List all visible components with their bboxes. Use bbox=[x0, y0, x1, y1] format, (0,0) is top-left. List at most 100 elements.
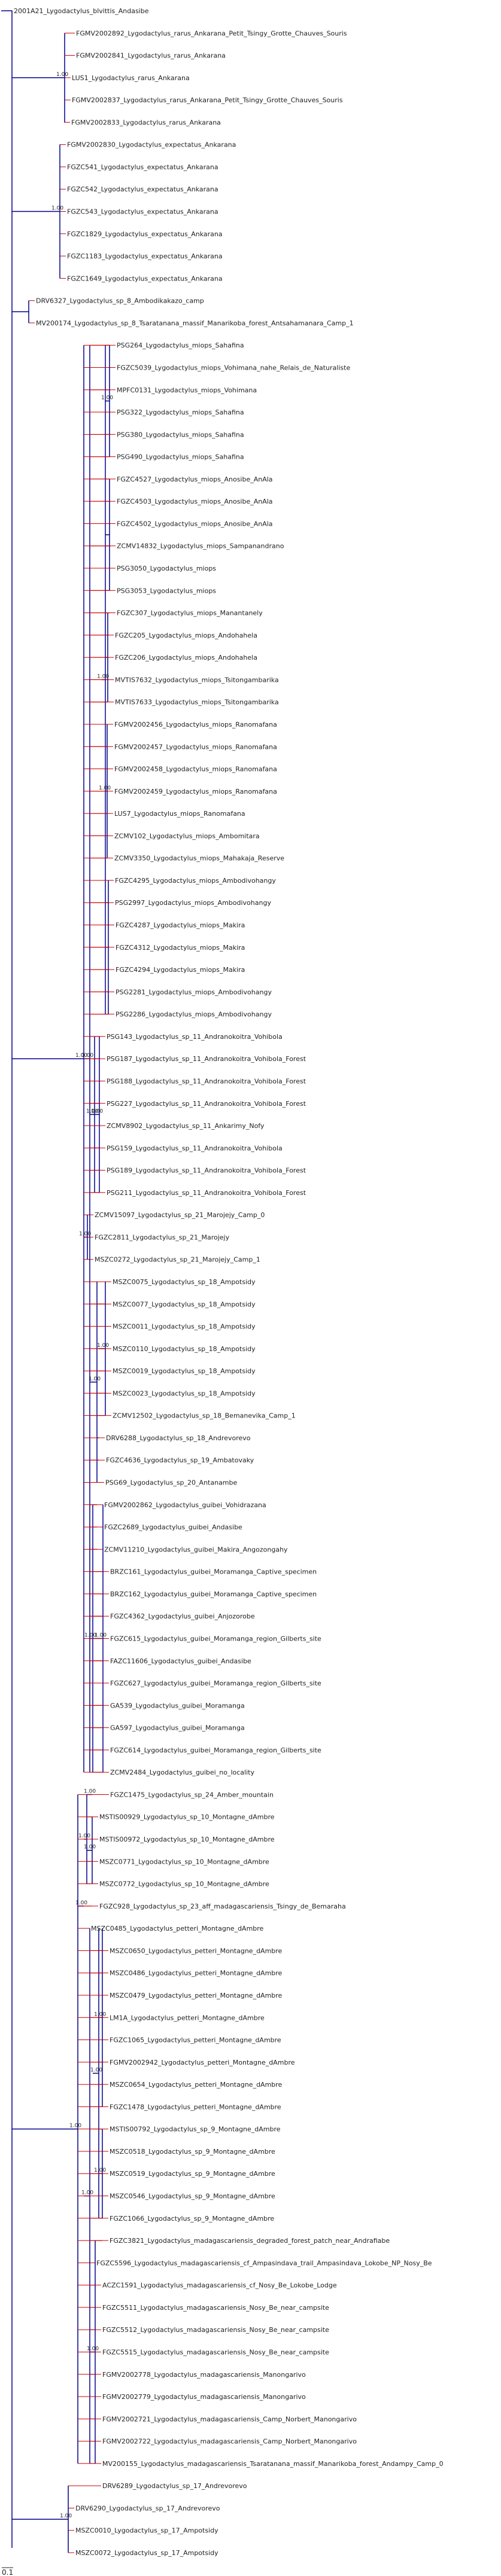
support-value: 1.00 bbox=[91, 1108, 103, 1114]
tip-label: MSZC0011_Lygodactylus_sp_18_Ampotsidy bbox=[113, 1323, 256, 1331]
tip-label: BRZC162_Lygodactylus_guibei_Moramanga_Ca… bbox=[110, 1590, 317, 1598]
tip-label: MSTIS00972_Lygodactylus_sp_10_Montagne_d… bbox=[99, 1836, 275, 1843]
tip-label: FGZC4294_Lygodactylus_miops_Makira bbox=[116, 966, 245, 974]
tip-label: FGMV2002722_Lygodactylus_madagascariensi… bbox=[102, 2438, 357, 2446]
tip-label: PSG264_Lygodactylus_miops_Sahafina bbox=[117, 342, 244, 349]
tip-label: MSTIS00792_Lygodactylus_sp_9_Montagne_dA… bbox=[110, 2126, 281, 2133]
tip-label: MSZC0075_Lygodactylus_sp_18_Ampotsidy bbox=[113, 1278, 256, 1286]
tip-label: FGZC5515_Lygodactylus_madagascariensis_N… bbox=[102, 2348, 329, 2356]
tip-label: MVTIS7632_Lygodactylus_miops_Tsitongamba… bbox=[115, 676, 279, 684]
support-values: 1.001.001.001.001.001.001.001.001.001.00… bbox=[51, 72, 113, 2519]
tip-label: FGZC1183_Lygodactylus_expectatus_Ankaran… bbox=[67, 252, 223, 260]
tip-label: FGZC4636_Lygodactylus_sp_19_Ambatovaky bbox=[106, 1456, 254, 1464]
tip-label: ZCMV12502_Lygodactylus_sp_18_Bemanevika_… bbox=[113, 1412, 296, 1420]
tip-label: FGZC1829_Lygodactylus_expectatus_Ankaran… bbox=[67, 230, 223, 238]
tip-label: MSZC0479_Lygodactylus_petteri_Montagne_d… bbox=[110, 1992, 283, 1999]
tip-label: LM1A_Lygodactylus_petteri_Montagne_dAmbr… bbox=[110, 2014, 265, 2022]
tip-label: FGZC3821_Lygodactylus_madagascariensis_d… bbox=[110, 2237, 390, 2245]
tip-label: MSZC0485_Lygodactylus_petteri_Montagne_d… bbox=[91, 1925, 264, 1932]
tip-label: FGZC542_Lygodactylus_expectatus_Ankarana bbox=[67, 185, 218, 193]
tip-label: PSG2281_Lygodactylus_miops_Ambodivohangy bbox=[116, 988, 272, 996]
tip-label: MSZC0519_Lygodactylus_sp_9_Montagne_dAmb… bbox=[110, 2170, 275, 2178]
tip-label: FGZC614_Lygodactylus_guibei_Moramanga_re… bbox=[110, 1746, 321, 1754]
tip-label: FGMV2002833_Lygodactylus_rarus_Ankarana bbox=[71, 118, 221, 126]
tip-label: FGZC4527_Lygodactylus_miops_Anosibe_AnAl… bbox=[117, 475, 273, 483]
support-value: 1.00 bbox=[87, 2346, 99, 2352]
tree-branches bbox=[1, 10, 116, 2553]
tip-label: PSG143_Lygodactylus_sp_11_Andranokoitra_… bbox=[107, 1033, 283, 1041]
tip-label: ZCMV11210_Lygodactylus_guibei_Makira_Ang… bbox=[104, 1545, 288, 1553]
tip-label: FGZC615_Lygodactylus_guibei_Moramanga_re… bbox=[110, 1635, 321, 1642]
tip-label: MSZC0771_Lygodactylus_sp_10_Montagne_dAm… bbox=[99, 1858, 269, 1865]
tip-label: PSG322_Lygodactylus_miops_Sahafina bbox=[117, 408, 244, 416]
tip-label: GA539_Lygodactylus_guibei_Moramanga bbox=[110, 1702, 245, 1709]
tip-label: FGMV2002456_Lygodactylus_miops_Ranomafan… bbox=[114, 721, 277, 728]
support-value: 1.00 bbox=[79, 1231, 91, 1237]
support-value: 1.00 bbox=[95, 1632, 107, 1638]
tip-label: PSG159_Lygodactylus_sp_11_Andranokoitra_… bbox=[107, 1144, 283, 1152]
tip-label: ZCMV3350_Lygodactylus_miops_Mahakaja_Res… bbox=[114, 855, 284, 862]
tip-label: MVTIS7633_Lygodactylus_miops_Tsitongamba… bbox=[115, 699, 279, 706]
tip-label: MSZC0019_Lygodactylus_sp_18_Ampotsidy bbox=[113, 1367, 256, 1375]
support-value: 1.00 bbox=[99, 785, 111, 791]
tip-label: ACZC1591_Lygodactylus_madagascariensis_c… bbox=[102, 2282, 337, 2290]
tip-label: FAZC11606_Lygodactylus_guibei_Andasibe bbox=[110, 1657, 251, 1665]
support-value: 1.00 bbox=[75, 1900, 87, 1906]
support-value: 1.00 bbox=[84, 1788, 96, 1794]
tip-label: ZCMV2484_Lygodactylus_guibei_no_locality bbox=[110, 1769, 254, 1776]
tip-label: FGZC206_Lygodactylus_miops_Andohahela bbox=[115, 654, 257, 661]
tip-label: PSG189_Lygodactylus_sp_11_Andranokoitra_… bbox=[107, 1167, 306, 1175]
tip-label: MSZC0546_Lygodactylus_sp_9_Montagne_dAmb… bbox=[110, 2193, 275, 2200]
tip-label: FGZC1475_Lygodactylus_sp_24_Amber_mounta… bbox=[110, 1791, 274, 1798]
support-value: 1.00 bbox=[81, 2190, 93, 2196]
tip-label: FGZC928_Lygodactylus_sp_23_aff_madagasca… bbox=[99, 1903, 346, 1910]
tip-label: ZCMV14832_Lygodactylus_miops_Sampanandra… bbox=[117, 542, 284, 550]
tip-label: FGMV2002841_Lygodactylus_rarus_Ankarana bbox=[76, 52, 226, 60]
tip-label: FGZC4295_Lygodactylus_miops_Ambodivohang… bbox=[115, 877, 276, 885]
tip-label: MPFC0131_Lygodactylus_miops_Vohimana bbox=[117, 386, 257, 394]
tip-label: FGZC307_Lygodactylus_miops_Manantanely bbox=[117, 609, 263, 617]
tip-label: 2001A21_Lygodactylus_blvittis_Andasibe bbox=[14, 7, 149, 15]
tip-label: FGMV2002458_Lygodactylus_miops_Ranomafan… bbox=[114, 766, 277, 773]
tip-label: FGMV2002721_Lygodactylus_madagascariensi… bbox=[102, 2415, 357, 2423]
tip-label: FGZC627_Lygodactylus_guibei_Moramanga_re… bbox=[110, 1679, 321, 1687]
tip-label: DRV6289_Lygodactylus_sp_17_Andrevorevo bbox=[102, 2482, 247, 2490]
tip-label: ZCMV15097_Lygodactylus_sp_21_Marojejy_Ca… bbox=[95, 1211, 265, 1219]
tip-label: FGZC543_Lygodactylus_expectatus_Ankarana bbox=[67, 208, 218, 216]
tip-label: FGZC4362_Lygodactylus_guibei_Anjozorobe bbox=[110, 1612, 255, 1620]
tip-label: DRV6288_Lygodactylus_sp_18_Andrevorevo bbox=[106, 1434, 251, 1442]
tip-label: FGZC1649_Lygodactylus_expectatus_Ankaran… bbox=[67, 275, 223, 282]
tip-label: FGZC205_Lygodactylus_miops_Andohahela bbox=[115, 632, 257, 639]
support-value: 1.00 bbox=[94, 2168, 106, 2173]
tip-label: FGZC1066_Lygodactylus_sp_9_Montagne_dAmb… bbox=[110, 2215, 274, 2223]
tip-label: MSZC0010_Lygodactylus_sp_17_Ampotsidy bbox=[75, 2527, 218, 2535]
scale-bar: 0.1 bbox=[2, 2567, 13, 2576]
support-value: 1.00 bbox=[94, 2011, 106, 2017]
tip-label: FGZC4502_Lygodactylus_miops_Anosibe_AnAl… bbox=[117, 520, 273, 528]
tip-label: PSG187_Lygodactylus_sp_11_Andranokoitra_… bbox=[107, 1055, 306, 1063]
tip-label: FGMV2002837_Lygodactylus_rarus_Ankarana_… bbox=[72, 96, 343, 104]
tip-label: MSZC0654_Lygodactylus_petteri_Montagne_d… bbox=[110, 2081, 283, 2089]
tip-label: FGMV2002830_Lygodactylus_expectatus_Anka… bbox=[67, 141, 236, 149]
support-value: 1.00 bbox=[75, 1053, 87, 1059]
tip-label: LUS7_Lygodactylus_miops_Ranomafana bbox=[114, 810, 245, 818]
tip-label: FGMV2002457_Lygodactylus_miops_Ranomafan… bbox=[114, 743, 277, 751]
support-value: 1.00 bbox=[51, 206, 63, 212]
tip-label: FGZC5512_Lygodactylus_madagascariensis_N… bbox=[102, 2326, 329, 2334]
tip-label: PSG2997_Lygodactylus_miops_Ambodivohangy bbox=[115, 899, 271, 907]
tip-label: DRV6327_Lygodactylus_sp_8_Ambodikakazo_c… bbox=[36, 297, 204, 305]
tip-label: FGMV2002778_Lygodactylus_madagascariensi… bbox=[102, 2371, 306, 2379]
support-value: 1.00 bbox=[84, 1632, 96, 1638]
tip-label: PSG69_Lygodactylus_sp_20_Antanambe bbox=[105, 1479, 238, 1487]
tip-label: PSG3050_Lygodactylus_miops bbox=[117, 565, 216, 572]
tip-label: DRV6290_Lygodactylus_sp_17_Andrevorevo bbox=[75, 2504, 220, 2512]
scale-bar-label: 0.1 bbox=[2, 2568, 13, 2576]
tip-label: ZCMV8902_Lygodactylus_sp_11_Ankarimy_Nof… bbox=[107, 1122, 265, 1130]
tip-label: MSZC0518_Lygodactylus_sp_9_Montagne_dAmb… bbox=[110, 2148, 275, 2156]
tip-label: BRZC161_Lygodactylus_guibei_Moramanga_Ca… bbox=[110, 1568, 317, 1576]
support-value: 1.00 bbox=[56, 72, 68, 78]
tip-label: MV200174_Lygodactylus_sp_8_Tsaratanana_m… bbox=[36, 319, 354, 327]
tip-label: PSG490_Lygodactylus_miops_Sahafina bbox=[117, 453, 244, 461]
tip-label: FGMV2002459_Lygodactylus_miops_Ranomafan… bbox=[114, 788, 277, 795]
